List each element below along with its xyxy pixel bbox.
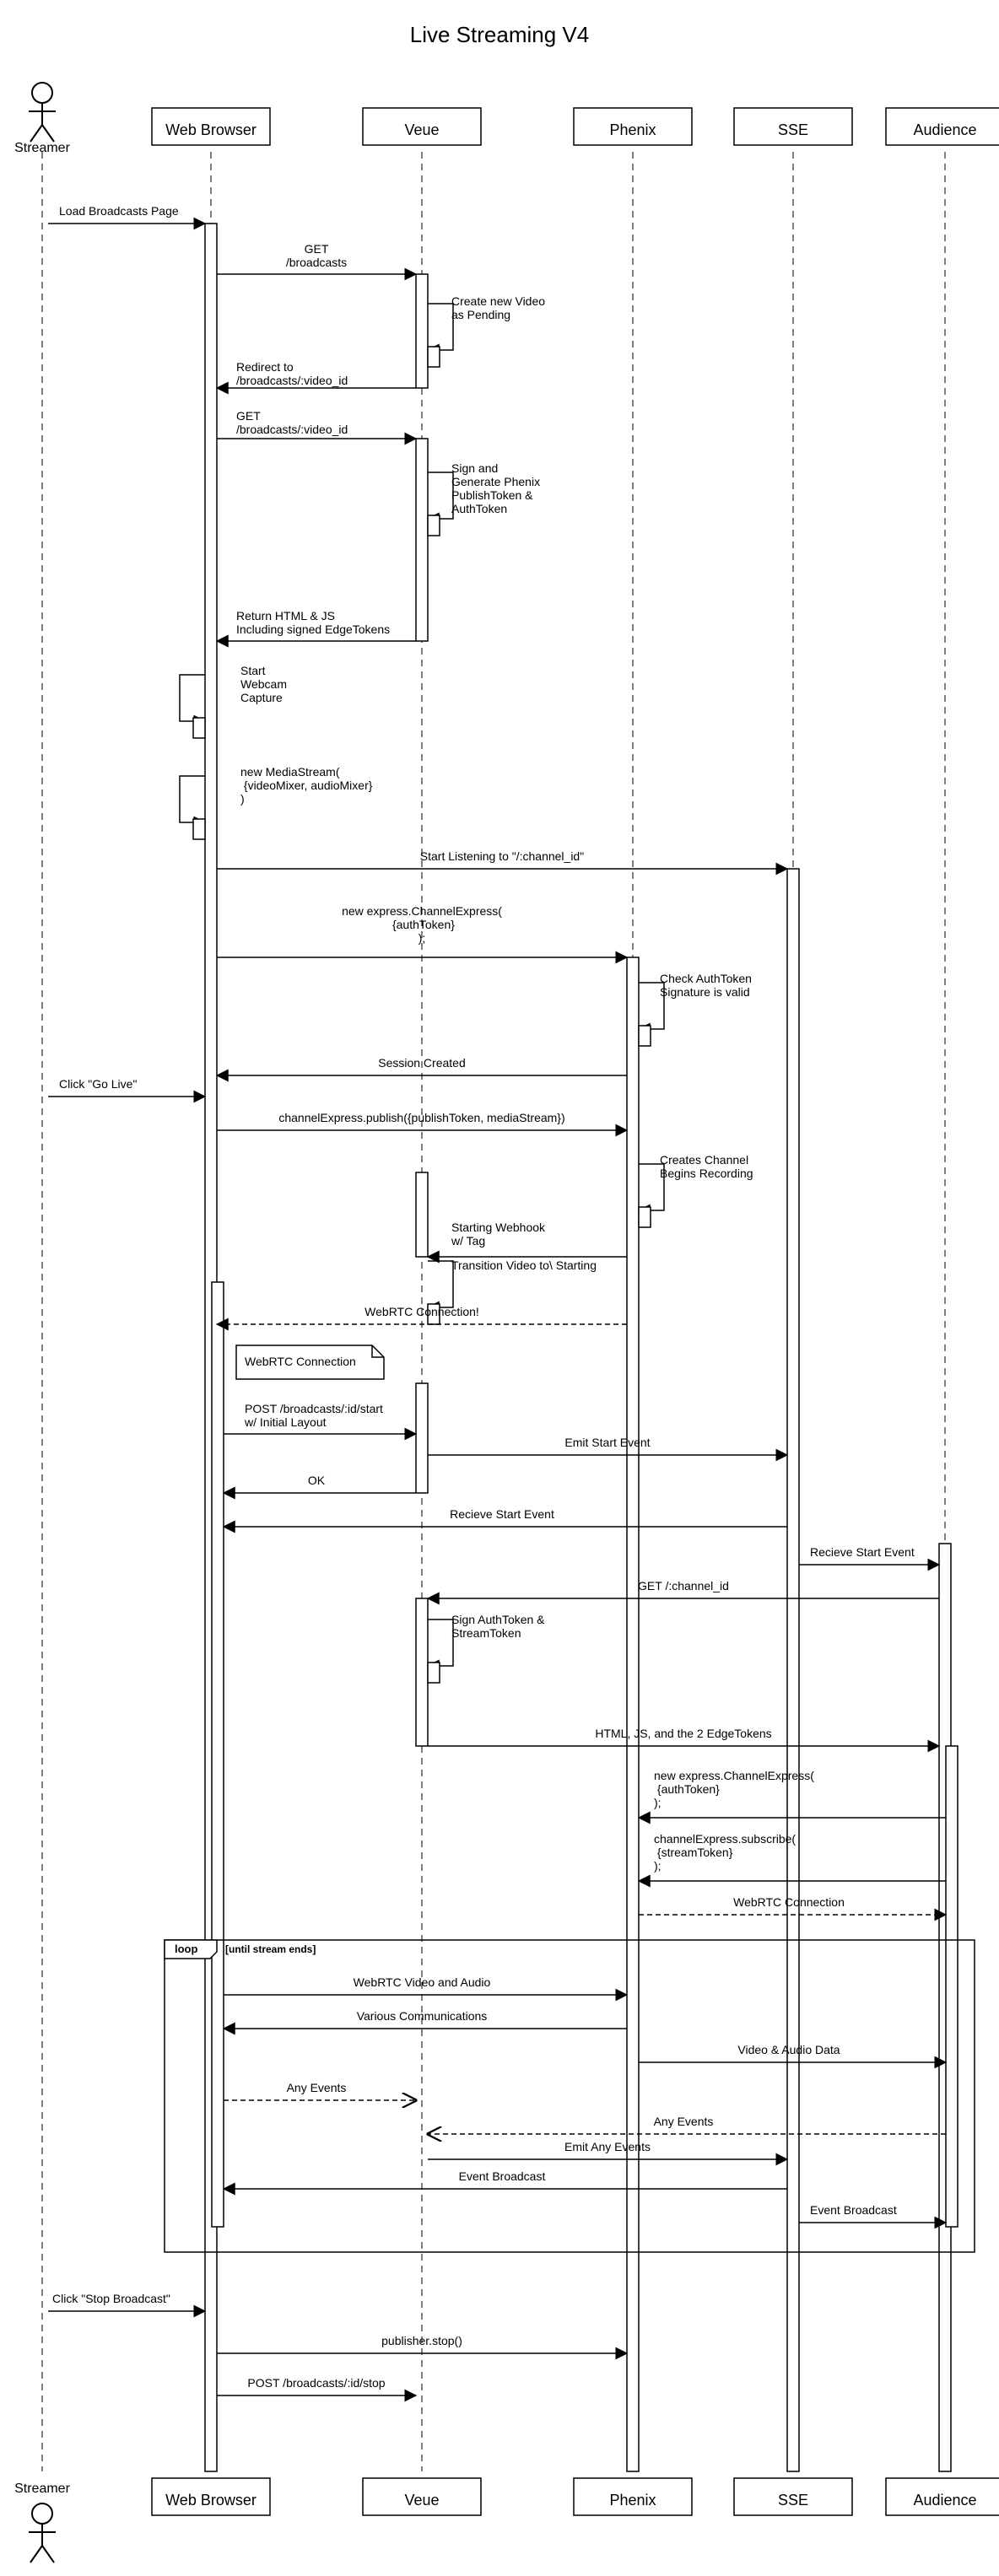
msg-text-16: Starting Webhookw/ Tag xyxy=(451,1221,546,1248)
msg-text-30: WebRTC Connection xyxy=(733,1895,845,1909)
msg-self-17 xyxy=(428,1261,453,1307)
msg-text-3: Redirect to/broadcasts/:video_id xyxy=(236,360,348,387)
msg-text-34: Any Events xyxy=(287,2081,347,2094)
activation-stub-7 xyxy=(193,718,205,738)
activation-stub-5 xyxy=(428,515,440,536)
diagram-title: Live Streaming V4 xyxy=(410,22,589,47)
participant-label-browser: Web Browser xyxy=(165,121,256,138)
msg-text-41: POST /broadcasts/:id/stop xyxy=(247,2376,385,2390)
msg-text-7: StartWebcamCapture xyxy=(240,664,287,704)
activation-veue xyxy=(416,1598,428,1746)
msg-text-13: Click "Go Live" xyxy=(59,1077,137,1091)
msg-text-24: Recieve Start Event xyxy=(810,1545,915,1559)
activation-phenix xyxy=(627,957,639,2471)
actor-figure xyxy=(29,83,56,142)
activation-browser xyxy=(212,1282,224,2227)
msg-text-9: Start Listening to "/:channel_id" xyxy=(420,849,584,863)
msg-text-2: Create new Videoas Pending xyxy=(451,294,545,321)
msg-text-4: GET/broadcasts/:video_id xyxy=(236,409,348,436)
msg-text-1: GET/broadcasts xyxy=(286,242,347,269)
msg-self-5 xyxy=(428,472,453,519)
activation-sse xyxy=(787,869,799,2471)
activation-stub-26 xyxy=(428,1663,440,1683)
participant-label-bottom-audience: Audience xyxy=(913,2492,976,2509)
participant-label-bottom-veue: Veue xyxy=(404,2492,439,2509)
activation-stub-11 xyxy=(639,1026,651,1046)
msg-self-8 xyxy=(180,776,205,822)
msg-text-15: Creates ChannelBegins Recording xyxy=(660,1153,753,1180)
activation-stub-2 xyxy=(428,347,440,367)
msg-text-32: Various Communications xyxy=(357,2009,488,2023)
activation-stub-15 xyxy=(639,1207,651,1227)
actor-label-streamer: Streamer xyxy=(14,141,70,155)
activation-veue xyxy=(416,1383,428,1493)
participant-label-bottom-sse: SSE xyxy=(778,2492,808,2509)
msg-text-21: Emit Start Event xyxy=(564,1436,650,1449)
msg-text-37: Event Broadcast xyxy=(459,2169,546,2183)
msg-text-14: channelExpress.publish({publishToken, me… xyxy=(278,1111,564,1124)
msg-text-29: channelExpress.subscribe( {streamToken})… xyxy=(654,1832,796,1873)
msg-text-18: WebRTC Connection! xyxy=(364,1305,479,1318)
msg-text-33: Video & Audio Data xyxy=(737,2043,840,2056)
msg-text-0: Load Broadcasts Page xyxy=(59,204,179,218)
msg-text-17: Transition Video to\ Starting xyxy=(451,1258,597,1272)
msg-text-39: Click "Stop Broadcast" xyxy=(52,2292,170,2305)
actor-figure xyxy=(29,2503,56,2563)
msg-text-35: Any Events xyxy=(654,2115,714,2128)
msg-self-2 xyxy=(428,304,453,350)
activation-audience xyxy=(946,1746,958,2227)
activation-veue xyxy=(416,439,428,641)
participant-label-sse: SSE xyxy=(778,121,808,138)
participant-label-audience: Audience xyxy=(913,121,976,138)
msg-text-22: OK xyxy=(308,1474,326,1487)
msg-text-27: HTML, JS, and the 2 EdgeTokens xyxy=(595,1727,771,1740)
msg-text-36: Emit Any Events xyxy=(564,2140,651,2153)
participant-label-bottom-phenix: Phenix xyxy=(609,2492,656,2509)
loop-label: loop xyxy=(175,1943,197,1955)
msg-text-23: Recieve Start Event xyxy=(450,1507,554,1521)
msg-text-20: POST /broadcasts/:id/startw/ Initial Lay… xyxy=(244,1402,383,1429)
activation-stub-8 xyxy=(193,819,205,839)
msg-text-6: Return HTML & JSIncluding signed EdgeTok… xyxy=(236,609,390,636)
participant-label-bottom-browser: Web Browser xyxy=(165,2492,256,2509)
msg-self-26 xyxy=(428,1619,453,1666)
msg-text-8: new MediaStream( {videoMixer, audioMixer… xyxy=(240,765,373,806)
activation-veue xyxy=(416,274,428,388)
participant-label-phenix: Phenix xyxy=(609,121,656,138)
msg-text-25: GET /:channel_id xyxy=(638,1579,729,1592)
msg-text-5: Sign andGenerate PhenixPublishToken &Aut… xyxy=(451,461,540,515)
msg-self-7 xyxy=(180,675,205,721)
msg-text-38: Event Broadcast xyxy=(810,2203,897,2217)
participant-label-veue: Veue xyxy=(404,121,439,138)
msg-text-12: Session Created xyxy=(378,1056,466,1070)
note-text: WebRTC Connection xyxy=(245,1355,356,1368)
msg-text-40: publisher.stop() xyxy=(381,2334,462,2347)
actor-label-bottom-streamer: Streamer xyxy=(14,2482,70,2496)
msg-text-31: WebRTC Video and Audio xyxy=(354,1975,491,1989)
msg-text-11: Check AuthTokenSignature is valid xyxy=(660,972,752,999)
loop-guard: [until stream ends] xyxy=(225,1943,316,1955)
msg-text-26: Sign AuthToken &StreamToken xyxy=(451,1613,545,1640)
msg-text-10: new express.ChannelExpress( {authToken})… xyxy=(342,904,502,945)
activation-veue xyxy=(416,1172,428,1257)
